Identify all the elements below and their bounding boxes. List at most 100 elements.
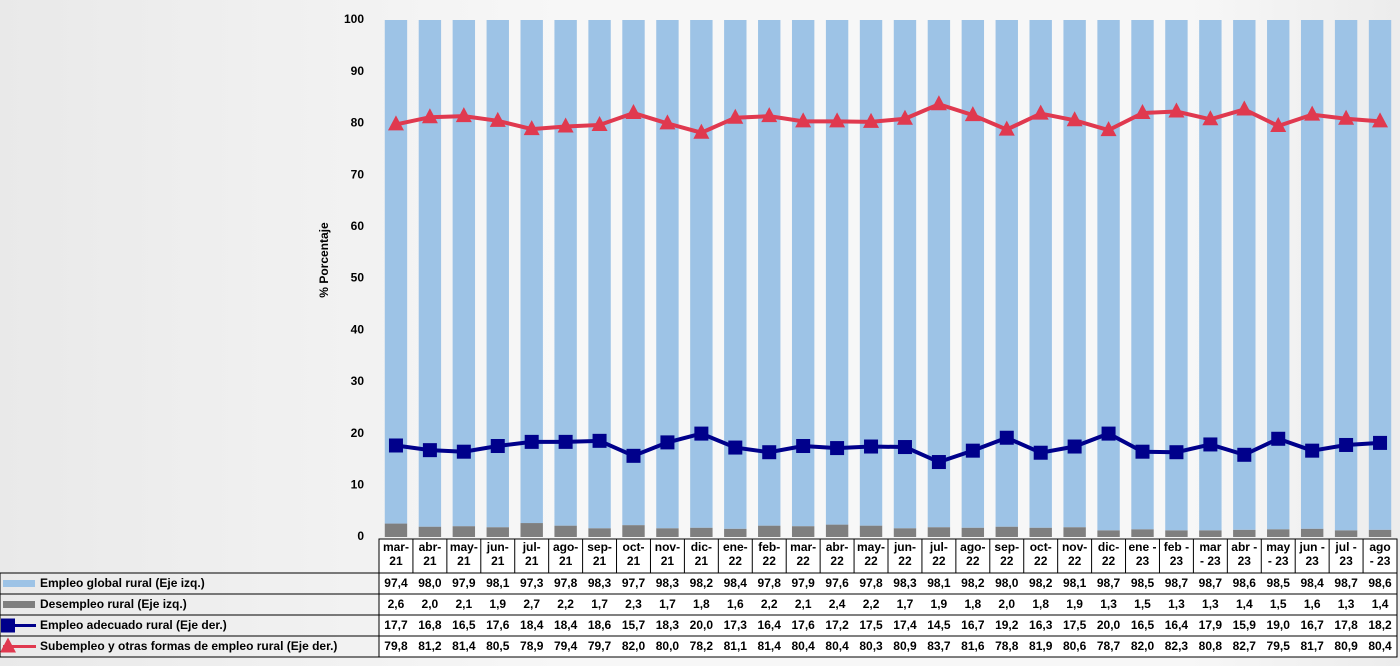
table-value: 17,3 [724, 618, 748, 632]
bar [656, 528, 679, 537]
x-tick-label-line: 21 [695, 554, 709, 568]
line-marker [1100, 121, 1117, 137]
x-tick-label: ago-21 [553, 540, 578, 568]
table-value: 14,5 [927, 618, 951, 632]
bar [791, 20, 815, 527]
x-tick-label-line: 22 [796, 554, 810, 568]
line-marker [864, 439, 879, 454]
x-tick-label-line: jun- [486, 540, 509, 554]
table-value: 16,7 [1300, 618, 1324, 632]
table-value: 17,2 [825, 618, 849, 632]
x-tick-label-line: feb - [1164, 540, 1189, 554]
x-tick-label: may-22 [857, 540, 885, 568]
table-value: 97,9 [791, 576, 815, 590]
x-tick-label-line: ago [1369, 540, 1390, 554]
line-marker [998, 120, 1015, 136]
table-value: 98,5 [1267, 576, 1291, 590]
table-value: 98,6 [1233, 576, 1257, 590]
line-marker [523, 120, 540, 136]
bar [418, 20, 442, 527]
bar [1233, 529, 1256, 537]
x-tick-label: oct-21 [623, 540, 645, 568]
table-value: 98,3 [588, 576, 612, 590]
table-value: 80,4 [1368, 639, 1392, 653]
bar [1368, 529, 1392, 537]
line-marker [965, 443, 980, 458]
line-marker [762, 445, 777, 460]
x-tick-label: may - 23 [1266, 540, 1290, 568]
bar [1063, 527, 1086, 537]
x-tick-label: jul-21 [522, 540, 541, 568]
x-tick-label: mar-22 [790, 540, 816, 568]
x-tick-label-line: 22 [1034, 554, 1048, 568]
bar [1097, 530, 1120, 537]
table-value: 82,0 [1131, 639, 1155, 653]
line-marker [558, 434, 573, 449]
x-tick-label-line: oct- [1030, 540, 1052, 554]
x-tick-label-line: sep- [587, 540, 612, 554]
table-value: 17,7 [384, 618, 408, 632]
legend-key [3, 601, 35, 608]
y-tick-label: 30 [351, 374, 365, 388]
x-tick-label-line: nov- [1062, 540, 1087, 554]
x-tick-label: feb -23 [1164, 540, 1189, 568]
legend-label: Subempleo y otras formas de empleo rural… [40, 639, 337, 653]
x-tick-label-line: 22 [1068, 554, 1082, 568]
line-marker [830, 441, 845, 456]
table-value: 1,9 [1066, 597, 1083, 611]
x-tick-label-line: 23 [1170, 554, 1184, 568]
x-tick-label-line: 21 [423, 554, 437, 568]
y-tick-label: 70 [351, 167, 365, 181]
bar [384, 20, 408, 524]
line-marker [796, 439, 811, 454]
x-tick-label: sep-21 [587, 540, 612, 568]
x-tick-label: jun-22 [893, 540, 916, 568]
x-tick-label-line: 21 [661, 554, 675, 568]
table-value: 79,4 [554, 639, 578, 653]
table-value: 19,0 [1267, 618, 1291, 632]
bar [893, 528, 917, 537]
line-marker [1169, 445, 1184, 460]
table-value: 16,7 [961, 618, 985, 632]
table-value: 17,6 [791, 618, 815, 632]
table-value: 20,0 [690, 618, 714, 632]
line-marker [1203, 437, 1218, 452]
x-tick-label: dic-22 [1098, 540, 1119, 568]
x-tick-label-line: may- [857, 540, 885, 554]
x-tick-label-line: 21 [525, 554, 539, 568]
line [395, 431, 1381, 465]
table-value: 98,4 [1300, 576, 1324, 590]
table-value: 2,3 [625, 597, 642, 611]
table-value: 98,2 [690, 576, 714, 590]
table-value: 1,3 [1100, 597, 1117, 611]
table-value: 98,2 [961, 576, 985, 590]
y-tick-label: 60 [351, 219, 365, 233]
line-marker [1338, 109, 1355, 125]
table-value: 19,2 [995, 618, 1019, 632]
line-marker [829, 112, 846, 128]
x-tick-label: ene -23 [1128, 540, 1156, 568]
table-value: 16,8 [418, 618, 442, 632]
table-value: 17,9 [1199, 618, 1223, 632]
x-tick-label: sep-22 [994, 540, 1019, 568]
line [395, 102, 1381, 135]
table-value: 98,1 [486, 576, 510, 590]
bar [622, 20, 645, 526]
table-value: 16,4 [1165, 618, 1189, 632]
x-tick-label-line: sep- [994, 540, 1019, 554]
line-marker [1066, 111, 1083, 127]
bar [961, 527, 985, 537]
x-tick-label-line: 23 [1136, 554, 1150, 568]
table-value: 17,6 [486, 618, 510, 632]
x-tick-label-line: ago- [960, 540, 985, 554]
table-value: 98,3 [656, 576, 680, 590]
table-value: 98,4 [724, 576, 748, 590]
line-marker [896, 109, 913, 125]
bar [724, 528, 747, 537]
x-tick-label-line: 23 [1305, 554, 1319, 568]
bar [690, 20, 713, 528]
x-tick-label-line: 23 [1238, 554, 1252, 568]
bar [791, 526, 815, 537]
table-value: 2,1 [795, 597, 812, 611]
